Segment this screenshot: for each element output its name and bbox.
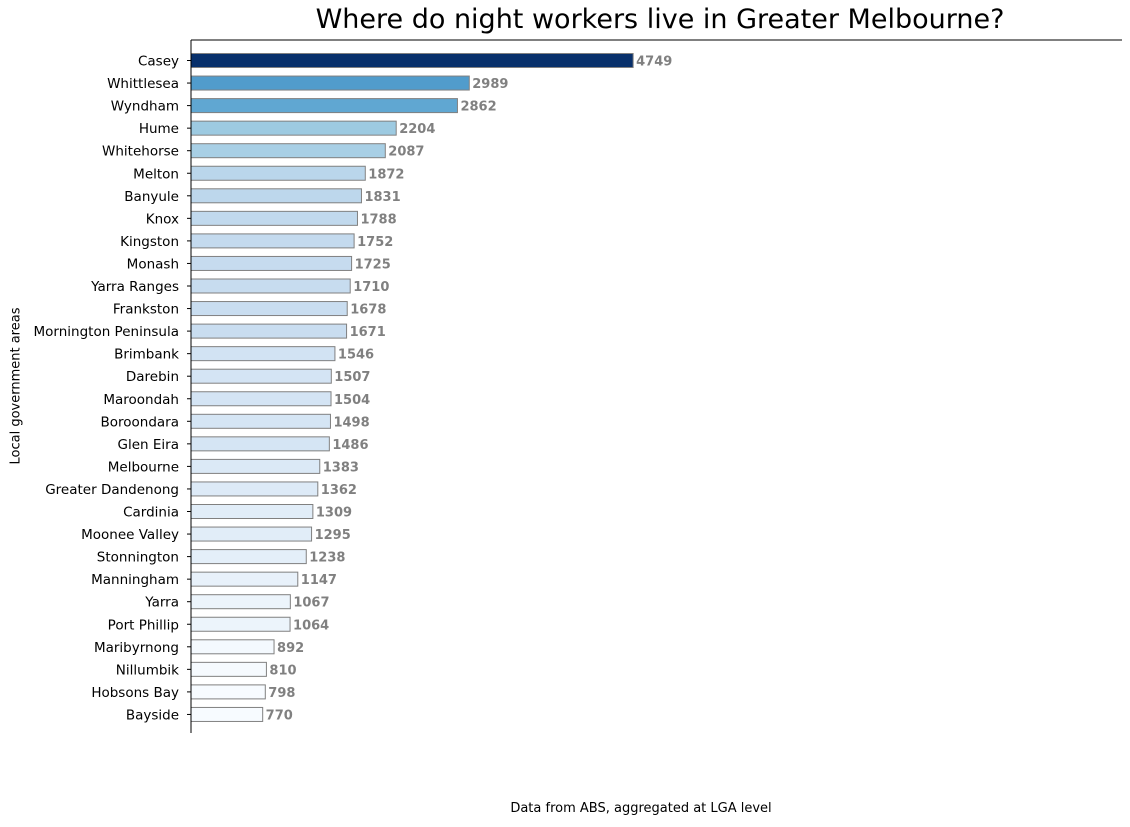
category-label: Banyule xyxy=(124,189,179,205)
bar-11 xyxy=(190,301,348,317)
value-label: 770 xyxy=(266,708,293,723)
value-label: 1064 xyxy=(293,618,329,633)
bar-13 xyxy=(190,346,336,362)
category-label: Yarra xyxy=(144,595,179,611)
bar-3 xyxy=(190,120,397,136)
value-label: 1788 xyxy=(360,212,396,227)
chart-footer-note: Data from ABS, aggregated at LGA level xyxy=(510,801,772,816)
category-label: Manningham xyxy=(91,572,179,588)
value-label: 1147 xyxy=(301,573,337,588)
bar-23 xyxy=(190,571,299,587)
value-label: 2989 xyxy=(472,77,508,92)
bar-14 xyxy=(190,368,332,384)
value-label: 1486 xyxy=(332,438,368,453)
category-label: Mornington Peninsula xyxy=(34,324,180,340)
category-label: Kingston xyxy=(120,234,179,250)
category-label: Monash xyxy=(127,256,179,272)
bar-5 xyxy=(190,165,366,181)
bar-28 xyxy=(190,684,266,700)
value-label: 2862 xyxy=(460,100,496,115)
value-label: 798 xyxy=(268,686,295,701)
value-label: 1498 xyxy=(333,415,369,430)
value-label: 1546 xyxy=(338,348,374,363)
category-label: Frankston xyxy=(113,302,179,318)
value-label: 1752 xyxy=(357,235,393,250)
value-label: 1295 xyxy=(315,528,351,543)
category-label: Stonnington xyxy=(97,550,179,566)
bar-24 xyxy=(190,594,291,610)
category-label: Yarra Ranges xyxy=(90,279,179,295)
value-label: 1725 xyxy=(355,257,391,272)
value-label: 810 xyxy=(269,663,296,678)
category-label: Cardinia xyxy=(123,505,179,521)
category-label: Greater Dandenong xyxy=(45,482,179,498)
value-label: 892 xyxy=(277,641,304,656)
category-label: Boroondara xyxy=(100,414,179,430)
bar-1 xyxy=(190,75,470,91)
value-label: 1067 xyxy=(293,596,329,611)
bar-4 xyxy=(190,143,386,159)
bar-29 xyxy=(190,706,264,722)
value-label: 1710 xyxy=(353,280,389,295)
bar-19 xyxy=(190,481,319,497)
bar-6 xyxy=(190,188,362,204)
bar-7 xyxy=(190,210,358,226)
value-label: 2204 xyxy=(399,122,435,137)
value-label: 1678 xyxy=(350,303,386,318)
bar-8 xyxy=(190,233,355,249)
bars-group: Casey 4749 Whittlesea 2989 Wyndham 2862 Hume 22… xyxy=(34,53,672,723)
bar-9 xyxy=(190,255,353,271)
category-label: Darebin xyxy=(126,369,179,385)
value-label: 1238 xyxy=(309,551,345,566)
category-label: Bayside xyxy=(126,707,179,723)
category-label: Casey xyxy=(138,54,179,70)
category-label: Whittlesea xyxy=(107,76,179,92)
category-label: Maribyrnong xyxy=(94,640,179,656)
value-label: 1504 xyxy=(334,393,370,408)
value-label: 1383 xyxy=(323,460,359,475)
bar-0 xyxy=(190,53,634,68)
category-label: Brimbank xyxy=(114,347,179,363)
category-label: Whitehorse xyxy=(102,144,179,160)
bar-22 xyxy=(190,549,307,565)
bar-15 xyxy=(190,391,332,407)
category-label: Glen Eira xyxy=(118,437,179,453)
value-label: 1309 xyxy=(316,506,352,521)
value-label: 2087 xyxy=(388,145,424,160)
bar-2 xyxy=(190,98,458,114)
bar-18 xyxy=(190,458,321,474)
value-label: 1671 xyxy=(350,325,386,340)
bar-16 xyxy=(190,413,331,429)
category-label: Moonee Valley xyxy=(81,527,179,543)
category-label: Hume xyxy=(139,121,179,137)
bar-26 xyxy=(190,639,275,655)
value-label: 1831 xyxy=(364,190,400,205)
bar-12 xyxy=(190,323,348,339)
bar-27 xyxy=(190,661,267,677)
category-label: Knox xyxy=(146,211,179,227)
category-label: Maroondah xyxy=(103,392,179,408)
value-label: 1362 xyxy=(321,483,357,498)
bar-10 xyxy=(190,278,351,294)
bar-25 xyxy=(190,616,291,632)
value-label: 1507 xyxy=(334,370,370,385)
bar-20 xyxy=(190,504,314,519)
bar-17 xyxy=(190,436,330,452)
value-label: 4749 xyxy=(636,55,672,70)
category-label: Hobsons Bay xyxy=(91,685,179,701)
category-label: Port Phillip xyxy=(108,617,179,633)
category-label: Nillumbik xyxy=(116,662,179,678)
chart-title: Where do night workers live in Greater M… xyxy=(315,4,1005,35)
category-label: Wyndham xyxy=(111,99,179,115)
bar-21 xyxy=(190,526,313,542)
value-label: 1872 xyxy=(368,167,404,182)
category-label: Melbourne xyxy=(108,459,179,475)
category-label: Melton xyxy=(133,166,179,182)
